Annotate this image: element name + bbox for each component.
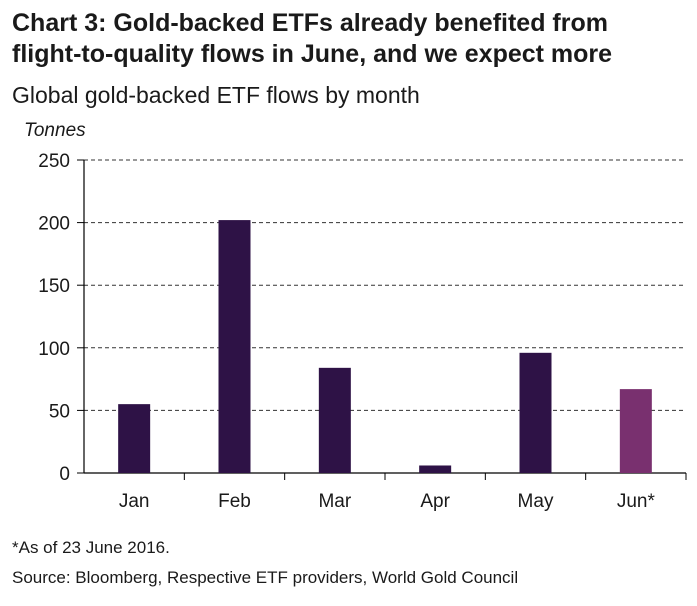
x-tick-label: Jan: [119, 491, 150, 512]
chart-subtitle: Global gold-backed ETF flows by month: [12, 82, 420, 108]
y-axis-unit-label: Tonnes: [24, 120, 86, 141]
chart-title: Chart 3: Gold-backed ETFs already benefi…: [12, 8, 692, 70]
footnote: *As of 23 June 2016.: [12, 538, 170, 557]
bar-jan: [118, 404, 151, 473]
chart-title-line1: Chart 3: Gold-backed ETFs already benefi…: [12, 9, 608, 37]
bar-feb: [218, 220, 251, 473]
x-tick-label: Apr: [420, 491, 450, 512]
y-tick-label: 250: [38, 151, 70, 172]
bar-chart: 0 50 100 150 200 250 Jan Feb Mar Apr May Jun*: [38, 151, 687, 512]
bar-may: [519, 352, 552, 473]
y-tick-label: 200: [38, 214, 70, 235]
bar-apr: [419, 465, 452, 473]
bar-mar: [318, 367, 351, 473]
x-tick-label: Feb: [218, 491, 251, 512]
x-tick-label: Mar: [318, 491, 351, 512]
x-tick-label: Jun*: [617, 491, 656, 512]
bar-jun: [619, 389, 652, 473]
source-note: Source: Bloomberg, Respective ETF provid…: [12, 568, 519, 587]
x-tick-label: May: [518, 491, 554, 512]
y-tick-label: 0: [59, 464, 70, 485]
y-tick-label: 100: [38, 339, 70, 360]
y-tick-label: 150: [38, 276, 70, 297]
chart-title-line2: flight-to-quality flows in June, and we …: [12, 40, 613, 68]
y-tick-label: 50: [49, 401, 70, 422]
